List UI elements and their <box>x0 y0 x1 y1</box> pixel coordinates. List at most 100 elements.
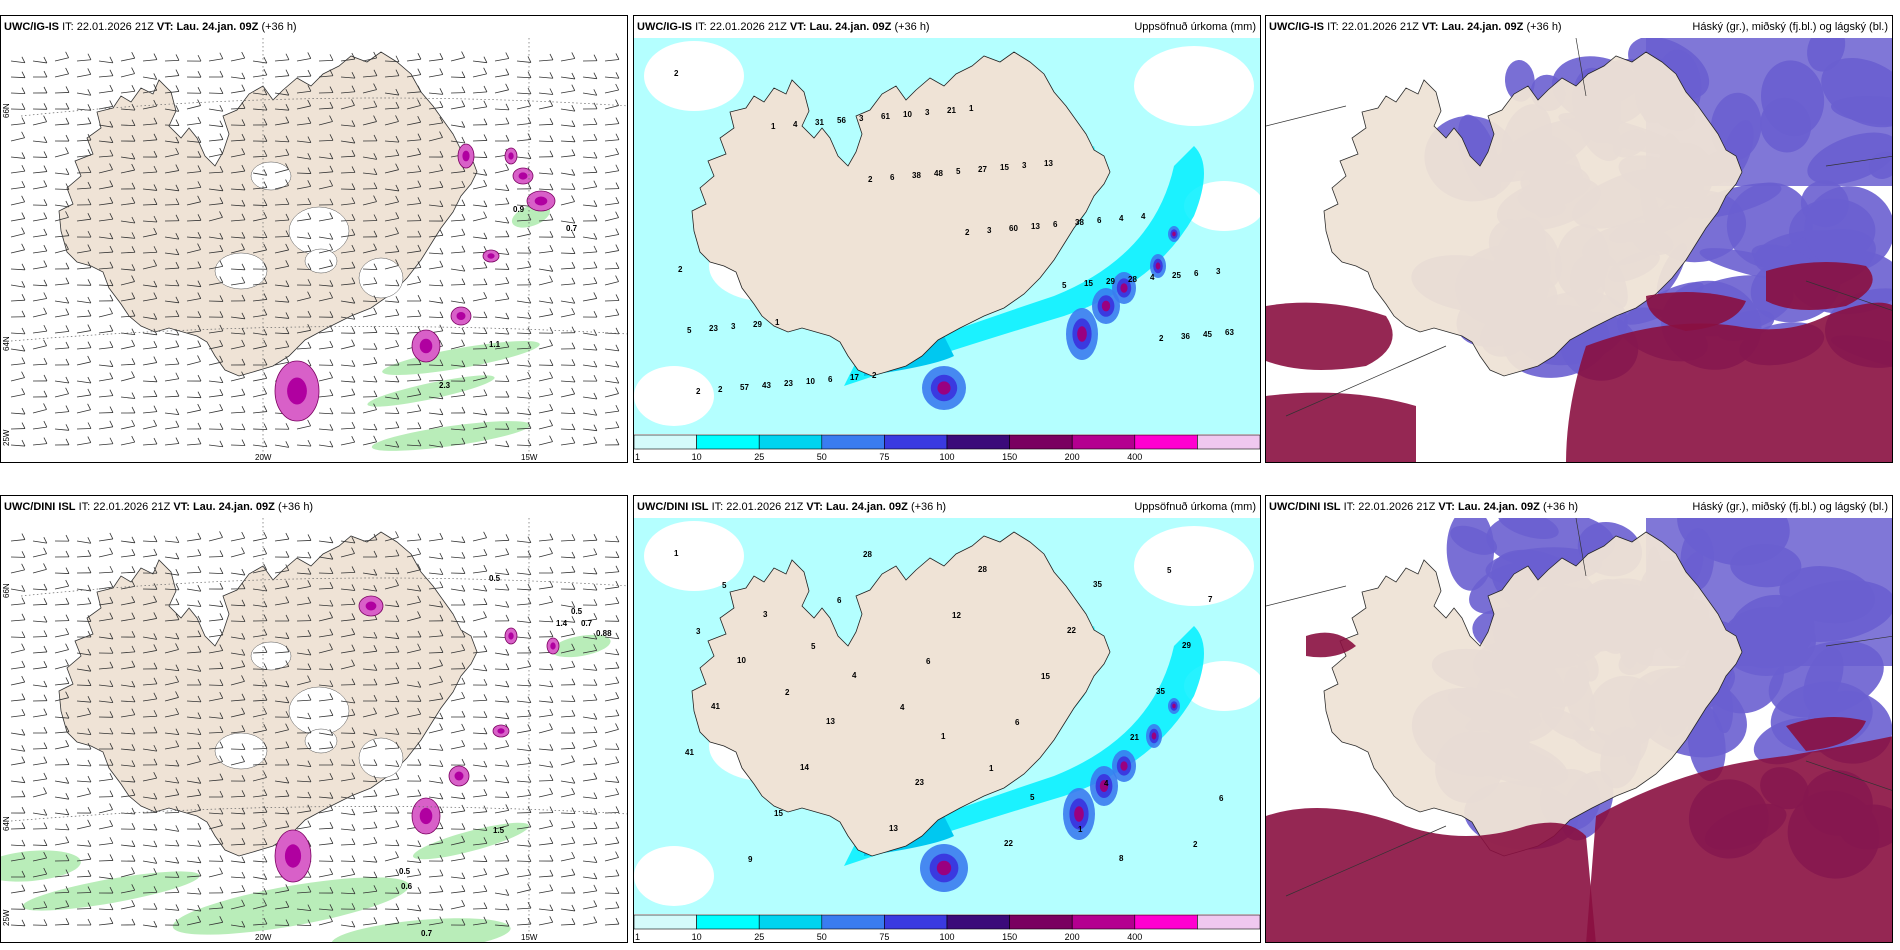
precip-value-label: 5 <box>811 642 816 651</box>
it-label: IT: <box>62 21 74 33</box>
colorbar-tick-label: 10 <box>692 452 702 462</box>
precip-value-label: 13 <box>889 824 898 833</box>
colorbar-tick-label: 1 <box>635 932 640 942</box>
precip-value-label: 6 <box>890 173 895 182</box>
colorbar-tick-label: 1 <box>635 452 640 462</box>
precip-value-label: 3 <box>763 610 768 619</box>
wind-value-label: 1.4 <box>556 619 568 628</box>
colorbar-tick-label: 150 <box>1002 452 1017 462</box>
wind-value-label: 2.3 <box>439 381 451 390</box>
precip-value-label: 3 <box>696 627 701 636</box>
wind-value-label: 0.88 <box>596 629 612 638</box>
precip-value-label: 8 <box>1119 854 1124 863</box>
precip-value-label: 4 <box>1119 214 1124 223</box>
precip-value-label: 61 <box>881 112 890 121</box>
vt-label: VT: <box>1438 501 1455 513</box>
vt-label: VT: <box>806 501 823 513</box>
precip-value-label: 4 <box>1141 212 1146 221</box>
precip-value-label: 29 <box>753 320 762 329</box>
vt-value: Lau. 24.jan. 09Z <box>825 501 908 513</box>
colorbar-tick-label: 400 <box>1127 932 1142 942</box>
wind-value-label: 0.7 <box>566 224 578 233</box>
precip-value-label: 2 <box>965 228 970 237</box>
precip-value-label: 5 <box>687 326 692 335</box>
precip-value-label: 38 <box>1075 218 1084 227</box>
precip-map: 2122522463153623138602945575648132863433… <box>634 16 1260 462</box>
precip-value-label: 25 <box>1172 271 1181 280</box>
wind-map: 66N 64N 25W 20W 15W 1.1 0.7 2.3 0.9 <box>1 16 627 462</box>
wind-value-label: 0.7 <box>421 929 433 938</box>
precip-value-label: 5 <box>1030 793 1035 802</box>
precip-value-label: 3 <box>925 108 930 117</box>
precip-value-label: 6 <box>926 657 931 666</box>
precip-contours <box>367 204 551 451</box>
precip-value-label: 6 <box>1015 718 1020 727</box>
precip-value-label: 2 <box>674 69 679 78</box>
precip-value-label: 28 <box>978 565 987 574</box>
precip-value-label: 10 <box>737 656 746 665</box>
precip-value-label: 10 <box>806 377 815 386</box>
lat-label-64n: 64N <box>2 816 11 831</box>
precip-value-label: 5 <box>1062 281 1067 290</box>
precip-value-label: 6 <box>1097 216 1102 225</box>
precip-value-label: 28 <box>863 550 872 559</box>
wind-value-label: 0.5 <box>571 607 583 616</box>
panel-header: UWC/DINI ISL IT: 22.01.2026 21Z VT: Lau.… <box>1266 496 1892 518</box>
precip-value-label: 6 <box>837 596 842 605</box>
low-clouds <box>1266 632 1892 942</box>
wind-value-label: 1.5 <box>493 826 505 835</box>
colorbar-swatch <box>1071 434 1136 450</box>
colorbar-swatch <box>1134 434 1198 450</box>
precip-value-label: 29 <box>1182 641 1191 650</box>
precip-value-label: 35 <box>1093 580 1102 589</box>
colorbar-swatch <box>696 434 760 450</box>
precip-value-label: 1 <box>941 732 946 741</box>
colorbar-swatch <box>634 914 697 930</box>
precip-value-label: 2 <box>696 387 701 396</box>
lon-label-25w: 25W <box>2 429 11 446</box>
it-value: 22.01.2026 21Z <box>1358 501 1436 513</box>
colorbar-swatch <box>1009 434 1073 450</box>
lat-label-66n: 66N <box>2 103 11 118</box>
model-name: UWC/DINI ISL <box>4 501 76 513</box>
precip-value-label: 21 <box>1130 733 1139 742</box>
precip-value-label: 15 <box>774 809 783 818</box>
precip-value-label: 4 <box>900 703 905 712</box>
precip-value-label: 5 <box>722 581 727 590</box>
panel-bottom-precip: UWC/DINI ISL IT: 22.01.2026 21Z VT: Lau.… <box>633 495 1261 943</box>
lat-label-66n: 66N <box>2 583 11 598</box>
precip-value-label: 1 <box>1078 825 1083 834</box>
lon-label-20w: 20W <box>255 933 272 942</box>
precip-value-label: 3 <box>1022 161 1027 170</box>
precip-value-label: 7 <box>1208 595 1213 604</box>
lon-label-20w: 20W <box>255 453 272 462</box>
precip-value-label: 36 <box>1181 332 1190 341</box>
model-name: UWC/IG-IS <box>1269 21 1324 33</box>
precip-value-label: 4 <box>1150 273 1155 282</box>
model-name: UWC/IG-IS <box>4 21 59 33</box>
precip-value-label: 2 <box>872 371 877 380</box>
panel-top-wind: UWC/IG-IS IT: 22.01.2026 21Z VT: Lau. 24… <box>0 15 628 463</box>
precip-value-label: 15 <box>1084 279 1093 288</box>
colorbar-tick-label: 200 <box>1065 452 1080 462</box>
colorbar-swatch <box>758 914 823 930</box>
precip-value-label: 41 <box>685 748 694 757</box>
precip-value-label: 13 <box>826 717 835 726</box>
vt-value: Lau. 24.jan. 09Z <box>1457 501 1540 513</box>
precip-colorbar: 1 10 25 50 75 100 150 200 400 <box>634 434 1260 462</box>
precip-value-label: 48 <box>934 169 943 178</box>
precip-value-label: 14 <box>800 763 809 772</box>
precip-title: Uppsöfnuð úrkoma (mm) <box>1134 21 1256 33</box>
colorbar-swatch <box>696 914 760 930</box>
precip-value-label: 22 <box>1067 626 1076 635</box>
model-name: UWC/DINI ISL <box>1269 501 1341 513</box>
iceland-land <box>691 51 1111 377</box>
precip-value-label: 13 <box>1031 222 1040 231</box>
vt-value: Lau. 24.jan. 09Z <box>1441 21 1524 33</box>
colorbar-swatch <box>634 434 697 450</box>
panel-header: UWC/IG-IS IT: 22.01.2026 21Z VT: Lau. 24… <box>1266 16 1892 38</box>
clouds-map <box>1266 16 1892 462</box>
lat-label-64n: 64N <box>2 336 11 351</box>
wind-value-label: 0.9 <box>513 205 525 214</box>
precip-value-label: 23 <box>915 778 924 787</box>
